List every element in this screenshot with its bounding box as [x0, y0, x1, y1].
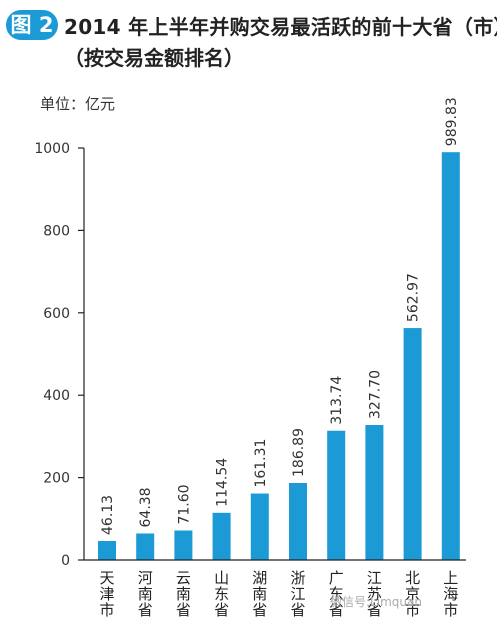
bar	[289, 483, 307, 560]
category-label: 河南省	[138, 569, 153, 619]
figure-number-badge: 图 2	[6, 10, 58, 40]
y-tick-label: 0	[61, 553, 70, 569]
y-tick-label: 1000	[34, 141, 70, 157]
bar-value-label: 161.31	[253, 439, 269, 488]
bar-value-label: 562.97	[406, 273, 422, 322]
bar	[441, 152, 460, 560]
category-label: 浙江省	[290, 569, 305, 619]
bar	[98, 540, 116, 560]
category-label: 江苏省	[367, 569, 382, 619]
bar-value-label: 186.89	[291, 428, 307, 477]
bar	[327, 430, 346, 560]
unit-label: 单位：亿元	[40, 95, 116, 113]
bar	[136, 533, 155, 560]
watermark-text: 微信号:Limquan	[330, 595, 422, 609]
y-tick-label: 600	[43, 306, 70, 322]
category-label: 广东省	[329, 569, 344, 619]
y-tick-label: 400	[43, 388, 70, 404]
category-label: 上海市	[443, 569, 458, 619]
category-label: 山东省	[214, 569, 229, 619]
bar	[365, 424, 384, 560]
category-label: 北京市	[405, 569, 420, 619]
y-tick-label: 800	[43, 223, 70, 239]
bar-value-label: 313.74	[329, 376, 345, 425]
bar-value-label: 989.83	[444, 97, 460, 146]
bar-value-label: 64.38	[138, 487, 154, 527]
category-label: 湖南省	[252, 569, 267, 619]
bar-value-label: 71.60	[176, 484, 192, 524]
bar	[403, 328, 422, 560]
bar	[250, 493, 269, 560]
chart-subtitle: （按交易金额排名）	[64, 46, 244, 70]
category-label: 云南省	[176, 569, 191, 619]
y-tick-label: 200	[43, 471, 70, 487]
bar-value-label: 46.13	[100, 495, 116, 535]
bar-value-label: 327.70	[367, 370, 383, 419]
bar-value-label: 114.54	[215, 458, 231, 507]
bar	[174, 530, 193, 560]
chart-title: 2014 年上半年并购交易最活跃的前十大省（市）	[64, 15, 497, 39]
category-label: 天津市	[99, 569, 114, 619]
bar	[212, 512, 231, 560]
